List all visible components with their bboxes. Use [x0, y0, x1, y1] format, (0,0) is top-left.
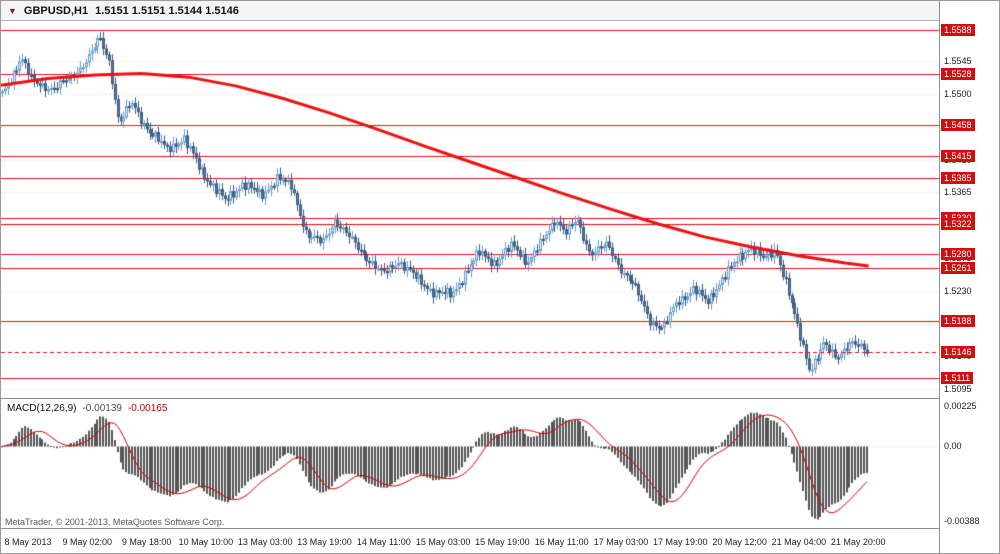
price-axis-label: 1.5230 [944, 285, 972, 296]
price-axis-label: 1.5545 [944, 56, 972, 67]
macd-signal-value: -0.00165 [127, 403, 168, 414]
price-axis[interactable]: 1.55451.55001.54551.54101.53651.53201.52… [939, 1, 999, 553]
time-axis-label: 20 May 12:00 [712, 537, 767, 547]
chart-context-icon[interactable]: ▼ [8, 5, 17, 16]
price-level-badge[interactable]: 1.5588 [941, 23, 975, 36]
time-axis-label: 13 May 19:00 [297, 537, 352, 547]
time-axis-label: 13 May 03:00 [237, 537, 293, 547]
price-level-badge[interactable]: 1.5111 [941, 371, 974, 384]
time-axis-label: 9 May 02:00 [62, 537, 113, 547]
price-chart-canvas[interactable] [1, 21, 939, 398]
price-level-badge[interactable]: 1.5322 [941, 217, 975, 230]
macd-axis-label: 0.00225 [944, 401, 977, 411]
current-price-badge: 1.5146 [941, 346, 975, 359]
price-axis-label: 1.5095 [944, 384, 972, 395]
chart-symbol-timeframe: GBPUSD,H1 [23, 4, 89, 17]
macd-main-value: -0.00139 [82, 403, 122, 414]
time-axis-label: 21 May 20:00 [830, 537, 886, 547]
time-axis-label: 16 May 11:00 [534, 537, 589, 547]
time-axis-label: 14 May 11:00 [356, 537, 411, 547]
price-level-badge[interactable]: 1.5188 [941, 315, 975, 328]
price-level-badge[interactable]: 1.5280 [941, 248, 975, 261]
price-axis-label: 1.5500 [944, 88, 972, 99]
price-level-badge[interactable]: 1.5385 [941, 171, 975, 184]
chart-ohlc-values: 1.5151 1.5151 1.5144 1.5146 [95, 4, 239, 17]
price-level-badge[interactable]: 1.5261 [941, 262, 975, 275]
time-axis-label: 10 May 10:00 [178, 537, 234, 547]
time-axis-label: 15 May 03:00 [415, 537, 471, 547]
macd-axis-label: 0.00 [944, 441, 962, 452]
time-axis-label: 17 May 03:00 [593, 537, 649, 547]
copyright-text: MetaTrader, © 2001-2013, MetaQuotes Soft… [5, 517, 225, 527]
macd-title: MACD(12,26,9) [7, 403, 77, 414]
time-axis-label: 17 May 19:00 [653, 537, 708, 547]
price-level-badge[interactable]: 1.5415 [941, 149, 975, 162]
panel-divider [1, 398, 939, 399]
time-axis-label: 21 May 04:00 [771, 537, 827, 547]
chart-title-bar[interactable]: ▼ GBPUSD,H1 1.5151 1.5151 1.5144 1.5146 [1, 1, 999, 21]
time-axis[interactable]: 8 May 2013 9 May 02:00 9 May 18:00 10 May 1… [1, 529, 939, 553]
time-axis-divider [1, 528, 939, 529]
time-axis-label: 9 May 18:00 [121, 537, 172, 547]
price-level-badge[interactable]: 1.5458 [941, 118, 975, 131]
time-axis-label: 15 May 19:00 [475, 537, 530, 547]
price-level-badge[interactable]: 1.5528 [941, 67, 975, 80]
price-axis-label: 1.5365 [944, 187, 972, 198]
macd-axis-label: -0.00388 [944, 516, 980, 526]
time-axis-label: 8 May 2013 [4, 537, 52, 547]
macd-canvas[interactable] [1, 399, 939, 528]
macd-indicator-label: MACD(12,26,9) -0.00139 -0.00165 [7, 403, 167, 414]
